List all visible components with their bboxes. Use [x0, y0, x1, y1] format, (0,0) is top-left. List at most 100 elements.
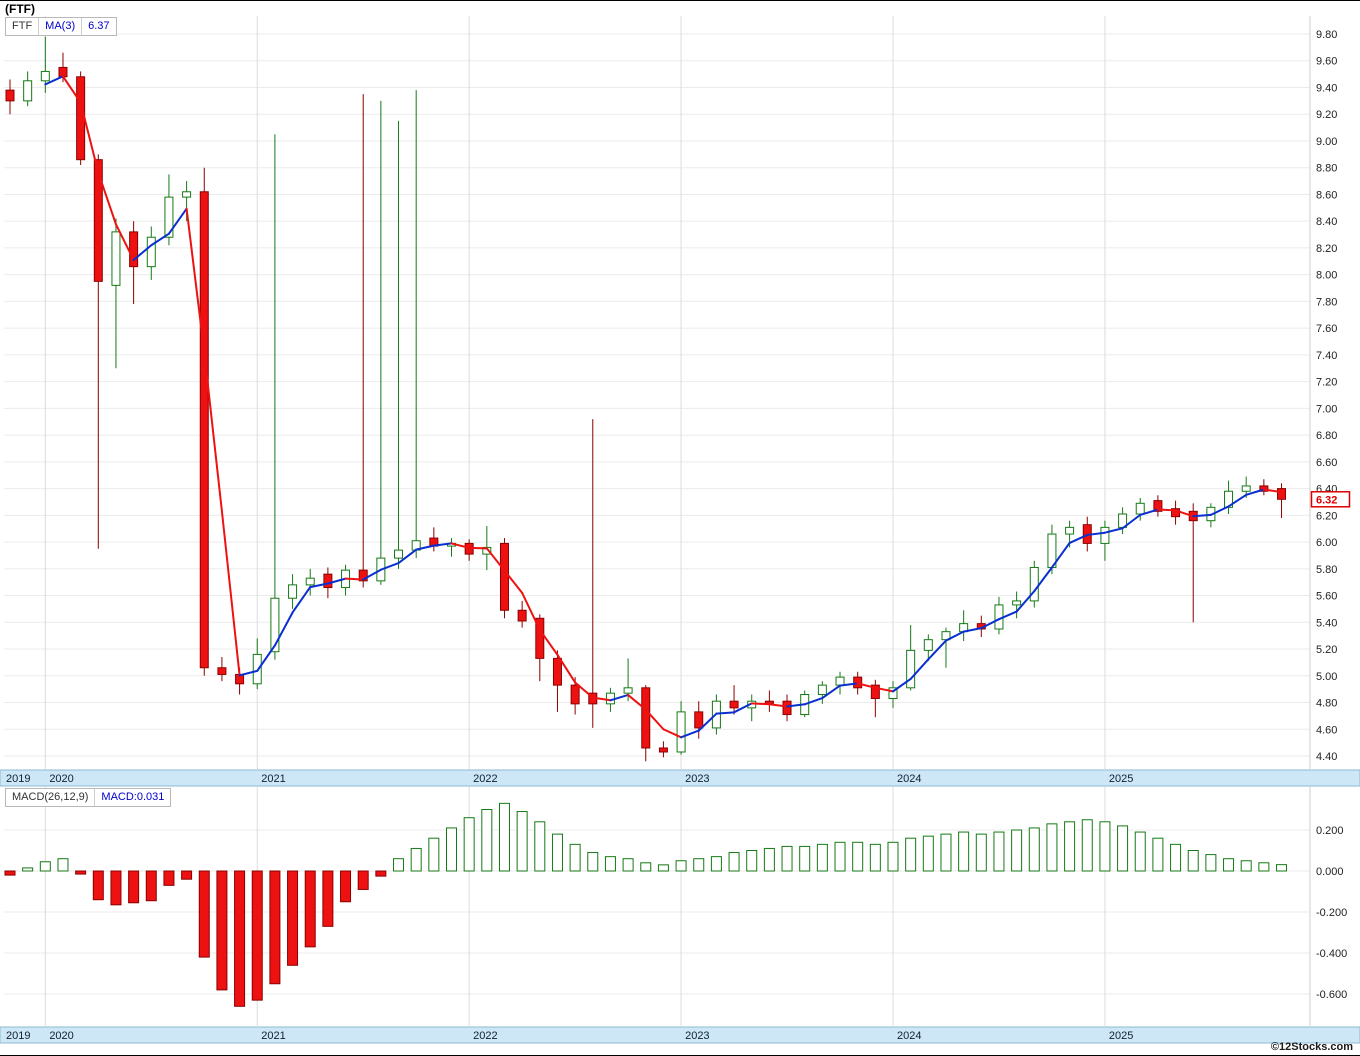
- candle-down: [782, 700, 792, 716]
- macd-bar-negative: [163, 870, 175, 886]
- ma-line-segment: [591, 696, 612, 702]
- macd-bar-negative: [75, 870, 87, 875]
- price-axis-label: 9.40: [1316, 82, 1337, 94]
- legend-ma-label: MA(3): [39, 18, 83, 35]
- macd-bar-positive: [22, 867, 34, 872]
- macd-bar-positive: [1011, 829, 1023, 872]
- candle-up: [270, 597, 280, 653]
- ma-line-segment: [821, 684, 842, 700]
- ma-line-segment: [609, 693, 630, 702]
- price-axis-label: 6.80: [1316, 430, 1337, 442]
- ma-line-segment: [1174, 509, 1195, 518]
- candle-up: [305, 577, 315, 586]
- macd-bar-negative: [110, 870, 122, 906]
- price-axis-label: 5.40: [1316, 617, 1337, 629]
- watermark: ©12Stocks.com: [1270, 1041, 1353, 1053]
- ma-line-segment: [415, 544, 435, 551]
- year-label: 2022: [473, 773, 497, 785]
- macd-bar-positive: [481, 809, 493, 872]
- macd-bar-positive: [534, 821, 546, 872]
- candle-down: [358, 569, 368, 582]
- year-label: 2023: [685, 1030, 709, 1042]
- candle-up: [835, 676, 845, 686]
- ma-line-segment: [344, 577, 365, 581]
- candle-down: [535, 617, 545, 659]
- year-label: 2025: [1109, 1030, 1133, 1042]
- macd-bar-negative: [128, 870, 140, 904]
- year-label: 2021: [261, 773, 285, 785]
- price-axis-label: 7.40: [1316, 350, 1337, 362]
- last-price-marker-label: 6.32: [1316, 494, 1337, 506]
- ma-line-segment: [997, 610, 1018, 621]
- macd-bar-positive: [604, 856, 616, 872]
- candle-up: [40, 70, 50, 82]
- macd-bar-positive: [940, 833, 952, 872]
- macd-bar-positive: [887, 841, 899, 872]
- ma-line-segment: [680, 729, 700, 739]
- year-label: 2025: [1109, 773, 1133, 785]
- price-axis-label: 5.00: [1316, 671, 1337, 683]
- macd-bar-positive: [463, 817, 475, 872]
- macd-bar-positive: [993, 831, 1005, 872]
- macd-bar-positive: [958, 831, 970, 872]
- candle-down: [658, 747, 668, 753]
- last-price-marker: [1310, 491, 1351, 508]
- ma-line-segment: [874, 686, 894, 693]
- ma-line-segment: [44, 75, 64, 86]
- macd-bar-positive: [816, 843, 828, 872]
- x-axis-band: [0, 1026, 1360, 1044]
- ma-line-segment: [909, 658, 930, 680]
- year-label: 2023: [685, 773, 709, 785]
- macd-bar-positive: [1276, 864, 1288, 872]
- year-label: 2024: [897, 1030, 921, 1042]
- macd-bar-positive: [922, 835, 934, 872]
- legend-symbol: FTF: [6, 18, 40, 35]
- macd-bar-positive: [1187, 850, 1199, 872]
- macd-bar-positive: [1223, 858, 1235, 872]
- macd-bar-positive: [1046, 823, 1058, 872]
- price-axis-label: 6.20: [1316, 510, 1337, 522]
- candle-up: [394, 549, 404, 559]
- macd-bar-positive: [1099, 821, 1111, 872]
- macd-bar-negative: [357, 870, 369, 890]
- year-label: 2022: [473, 1030, 497, 1042]
- candle-up: [111, 231, 121, 286]
- ma-line-segment: [556, 653, 577, 684]
- macd-bar-negative: [287, 870, 299, 966]
- price-axis-label: 6.60: [1316, 457, 1337, 469]
- year-label: 2020: [49, 1030, 73, 1042]
- ma-line-segment: [839, 682, 859, 687]
- macd-bar-positive: [622, 858, 634, 872]
- candle-up: [288, 584, 298, 599]
- ma-line-segment: [450, 542, 471, 549]
- macd-bar-negative: [234, 870, 246, 1007]
- macd-bar-positive: [551, 833, 563, 872]
- price-axis-label: 8.20: [1316, 243, 1337, 255]
- ma-line-segment: [1033, 566, 1053, 593]
- macd-bar-positive: [39, 861, 51, 872]
- price-axis-label: 4.80: [1316, 698, 1337, 710]
- page-title: (FTF): [5, 2, 35, 16]
- ma-line-segment: [1156, 508, 1177, 512]
- ma-line-segment: [485, 547, 506, 572]
- ma-line-segment: [1015, 590, 1036, 613]
- ma-line-segment: [185, 207, 206, 354]
- macd-params-label: MACD(26,12,9): [6, 789, 96, 806]
- macd-bar-positive: [781, 845, 793, 872]
- ma-line-segment: [503, 569, 524, 594]
- macd-bar-positive: [1152, 837, 1164, 872]
- candle-up: [923, 639, 933, 651]
- macd-bar-positive: [675, 860, 687, 872]
- macd-bar-positive: [975, 833, 987, 872]
- price-axis-label: 5.60: [1316, 591, 1337, 603]
- ma-line-segment: [379, 562, 400, 571]
- price-axis-label: 5.80: [1316, 564, 1337, 576]
- ma-line-segment: [273, 611, 294, 647]
- ma-line-segment: [397, 548, 418, 565]
- candle-up: [676, 711, 686, 753]
- candle-up: [817, 684, 827, 695]
- macd-bar-positive: [393, 858, 405, 872]
- ma-line-segment: [326, 577, 347, 585]
- ma-line-segment: [132, 244, 153, 261]
- macd-bar-positive: [1134, 831, 1146, 872]
